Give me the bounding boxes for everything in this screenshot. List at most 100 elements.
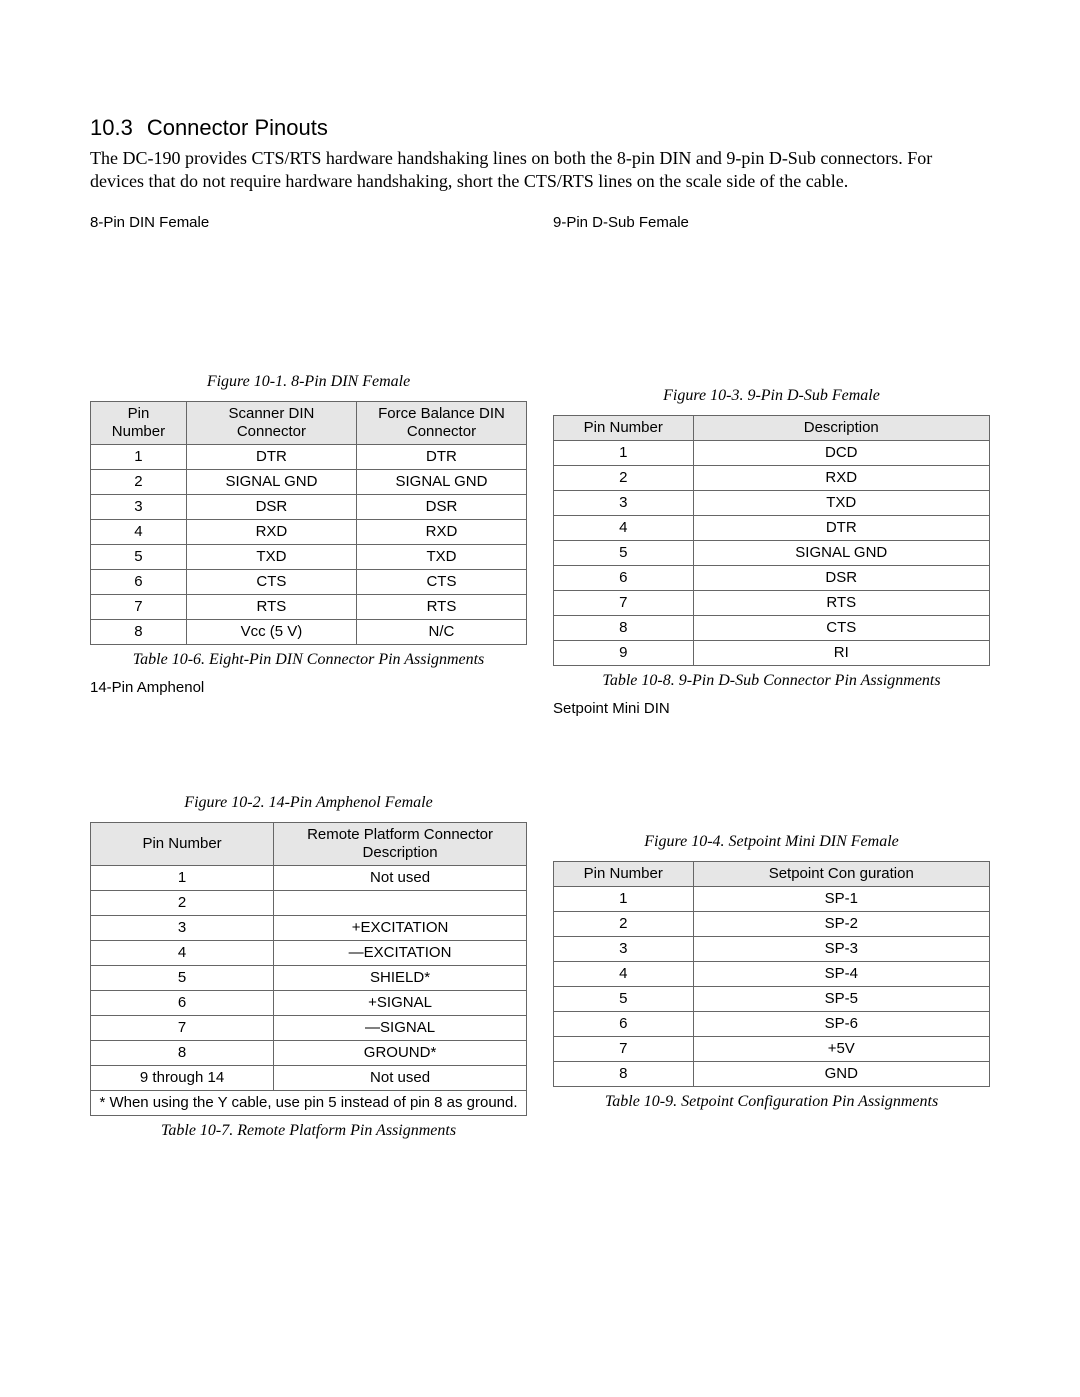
table-cell: DSR: [356, 495, 526, 520]
table-cell: 3: [554, 937, 694, 962]
table-cell: 5: [91, 545, 187, 570]
table-cell: 7: [554, 1037, 694, 1062]
table-14pin-amphenol: Pin Number Remote Platform ConnectorDesc…: [90, 822, 527, 1116]
table-cell: 8: [554, 616, 694, 641]
table-cell: 6: [91, 991, 274, 1016]
table-row: 1SP-1: [554, 887, 990, 912]
table-header-row: Pin Number Remote Platform ConnectorDesc…: [91, 823, 527, 866]
table-row: 9RI: [554, 641, 990, 666]
table-row: 4RXDRXD: [91, 520, 527, 545]
table-cell: 5: [554, 987, 694, 1012]
table-body: 1SP-12SP-23SP-34SP-45SP-56SP-67+5V8GND: [554, 887, 990, 1087]
table-cell: 5: [554, 541, 694, 566]
heading-title: Connector Pinouts: [147, 115, 328, 140]
table-cell: 8: [91, 620, 187, 645]
table-cell: 6: [554, 566, 694, 591]
table-row: 2SIGNAL GNDSIGNAL GND: [91, 470, 527, 495]
table-cell: 9: [554, 641, 694, 666]
table-cell: CTS: [186, 570, 356, 595]
table-cell: +5V: [693, 1037, 989, 1062]
table-cell: 2: [554, 466, 694, 491]
table-row: 1Not used: [91, 866, 527, 891]
table-row: 4SP-4: [554, 962, 990, 987]
table-cell: RTS: [186, 595, 356, 620]
table-cell: Not used: [274, 1066, 527, 1091]
table-body: 1DCD2RXD3TXD4DTR5SIGNAL GND6DSR7RTS8CTS9…: [554, 441, 990, 666]
table-cell: SIGNAL GND: [693, 541, 989, 566]
table-cell: —EXCITATION: [274, 941, 527, 966]
table-cell: CTS: [693, 616, 989, 641]
table-row: 2RXD: [554, 466, 990, 491]
table-cell: 1: [554, 887, 694, 912]
table-caption-10-8: Table 10-8. 9-Pin D-Sub Connector Pin As…: [553, 672, 990, 690]
table-cell: 2: [91, 470, 187, 495]
table-cell: Vcc (5 V): [186, 620, 356, 645]
table-cell: 3: [554, 491, 694, 516]
figure-placeholder-setpoint-mini-din: [553, 723, 990, 809]
table-cell: 4: [554, 516, 694, 541]
table-row: 7RTSRTS: [91, 595, 527, 620]
table-header-row: Pin Number Setpoint Con guration: [554, 862, 990, 887]
table-cell: SP-3: [693, 937, 989, 962]
table-cell: 7: [91, 595, 187, 620]
connector-label-setpoint-mini-din: Setpoint Mini DIN: [553, 700, 990, 717]
table-row: 6CTSCTS: [91, 570, 527, 595]
col-header: Pin Number: [554, 416, 694, 441]
figure-placeholder-14pin-amphenol: [90, 702, 527, 788]
page: 10.3Connector Pinouts The DC-190 provide…: [0, 0, 1080, 1397]
table-8pin-din: PinNumber Scanner DINConnector Force Bal…: [90, 401, 527, 645]
table-row: 4—EXCITATION: [91, 941, 527, 966]
table-cell: TXD: [186, 545, 356, 570]
col-header: Pin Number: [91, 823, 274, 866]
connector-label-9pin-dsub: 9-Pin D-Sub Female: [553, 214, 990, 231]
table-cell: +EXCITATION: [274, 916, 527, 941]
table-header-row: PinNumber Scanner DINConnector Force Bal…: [91, 402, 527, 445]
table-cell: Not used: [274, 866, 527, 891]
table-cell: 9 through 14: [91, 1066, 274, 1091]
col-header: PinNumber: [91, 402, 187, 445]
table-row: 2: [91, 891, 527, 916]
table-body: 1Not used23+EXCITATION4—EXCITATION5SHIEL…: [91, 866, 527, 1091]
table-cell: RI: [693, 641, 989, 666]
table-row: 6DSR: [554, 566, 990, 591]
table-cell: 1: [554, 441, 694, 466]
table-footnote-row: * When using the Y cable, use pin 5 inst…: [91, 1091, 527, 1116]
table-cell: 5: [91, 966, 274, 991]
table-cell: 7: [554, 591, 694, 616]
table-cell: 1: [91, 866, 274, 891]
table-cell: SIGNAL GND: [356, 470, 526, 495]
table-row: 9 through 14Not used: [91, 1066, 527, 1091]
table-9pin-dsub: Pin Number Description 1DCD2RXD3TXD4DTR5…: [553, 415, 990, 666]
table-cell: 8: [554, 1062, 694, 1087]
figure-caption-10-4: Figure 10-4. Setpoint Mini DIN Female: [553, 833, 990, 851]
col-header: Remote Platform ConnectorDescription: [274, 823, 527, 866]
table-cell: SP-2: [693, 912, 989, 937]
table-row: 1DTRDTR: [91, 445, 527, 470]
right-column: 9-Pin D-Sub Female Figure 10-3. 9-Pin D-…: [553, 214, 990, 1121]
table-row: 3SP-3: [554, 937, 990, 962]
figure-caption-10-3: Figure 10-3. 9-Pin D-Sub Female: [553, 387, 990, 405]
table-row: 5SP-5: [554, 987, 990, 1012]
table-cell: CTS: [356, 570, 526, 595]
table-cell: 8: [91, 1041, 274, 1066]
table-row: 3DSRDSR: [91, 495, 527, 520]
section-heading: 10.3Connector Pinouts: [90, 115, 990, 141]
table-cell: SP-4: [693, 962, 989, 987]
table-cell: 7: [91, 1016, 274, 1041]
table-cell: RXD: [693, 466, 989, 491]
table-cell: +SIGNAL: [274, 991, 527, 1016]
table-cell: DSR: [186, 495, 356, 520]
table-cell: 6: [554, 1012, 694, 1037]
figure-placeholder-9pin-dsub: [553, 237, 990, 367]
table-setpoint-mini-din: Pin Number Setpoint Con guration 1SP-12S…: [553, 861, 990, 1087]
table-row: 6+SIGNAL: [91, 991, 527, 1016]
table-cell: RXD: [186, 520, 356, 545]
connector-label-14pin-amphenol: 14-Pin Amphenol: [90, 679, 527, 696]
section-body: The DC-190 provides CTS/RTS hardware han…: [90, 147, 990, 192]
table-caption-10-6: Table 10-6. Eight-Pin DIN Connector Pin …: [90, 651, 527, 669]
col-header: Scanner DINConnector: [186, 402, 356, 445]
table-cell: 2: [554, 912, 694, 937]
table-cell: SP-6: [693, 1012, 989, 1037]
table-cell: 4: [91, 520, 187, 545]
table-row: 5TXDTXD: [91, 545, 527, 570]
